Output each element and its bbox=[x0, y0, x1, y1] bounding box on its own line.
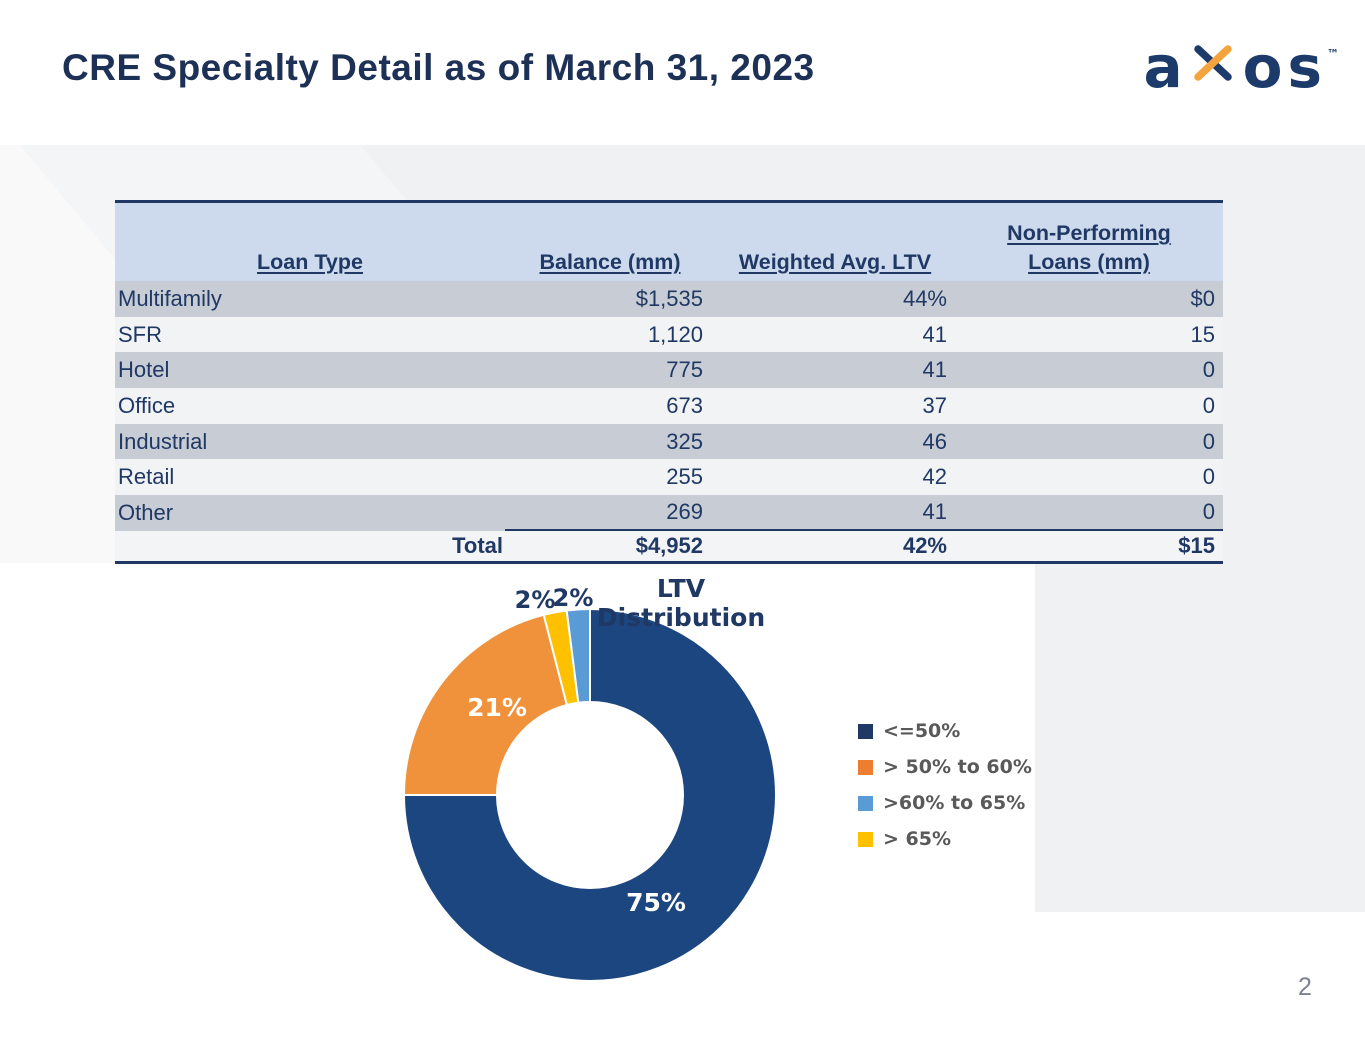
table-body: Multifamily $1,535 44% $0 SFR 1,120 41 15 Hotel 7… bbox=[115, 281, 1223, 531]
loan-type-cell: SFR bbox=[118, 321, 162, 347]
ltv-cell: 42 bbox=[922, 464, 947, 490]
balance-cell: 325 bbox=[666, 428, 703, 454]
npl-cell: 0 bbox=[1202, 464, 1215, 490]
ltv-cell: 44% bbox=[902, 285, 947, 311]
loan-type-cell: Other bbox=[118, 499, 174, 525]
legend-label: <=50% bbox=[883, 720, 961, 742]
table-row: SFR 1,120 41 15 bbox=[115, 316, 1223, 353]
table-header-row: Loan Type Balance (mm) Weighted Avg. LTV… bbox=[115, 203, 1223, 281]
header-loan-type-label: Loan Type bbox=[257, 249, 363, 274]
header-npl: Non-Performing Loans (mm) bbox=[955, 219, 1223, 276]
legend-swatch bbox=[858, 831, 873, 847]
legend-item: > 65% bbox=[858, 828, 1032, 850]
total-label-cell: Total bbox=[452, 532, 503, 558]
npl-cell: 0 bbox=[1202, 428, 1215, 454]
page-number: 2 bbox=[1298, 973, 1312, 1001]
header-ltv: Weighted Avg. LTV bbox=[715, 248, 955, 276]
header-balance: Balance (mm) bbox=[505, 248, 715, 276]
chart-legend: <=50% > 50% to 60% >60% to 65% > 65% bbox=[858, 720, 1032, 867]
loan-type-cell: Hotel bbox=[118, 357, 170, 383]
total-npl-cell: $15 bbox=[1178, 532, 1215, 558]
header-ltv-label: Weighted Avg. LTV bbox=[738, 249, 932, 274]
ltv-cell: 37 bbox=[922, 392, 947, 418]
header-loan-type: Loan Type bbox=[115, 248, 505, 276]
logo-letter-s: s bbox=[1287, 33, 1322, 101]
loan-type-cell: Office bbox=[118, 392, 176, 418]
loan-type-cell: Industrial bbox=[118, 428, 208, 454]
header-npl-line2: Loans (mm) bbox=[1028, 249, 1150, 274]
legend-swatch bbox=[858, 759, 873, 775]
npl-cell: 0 bbox=[1202, 392, 1215, 418]
balance-cell: 255 bbox=[666, 464, 703, 490]
donut-slice bbox=[403, 608, 777, 982]
balance-cell: 673 bbox=[666, 392, 703, 418]
ltv-cell: 41 bbox=[922, 321, 947, 347]
legend-label: >60% to 65% bbox=[883, 792, 1026, 814]
loan-type-cell: Multifamily bbox=[118, 285, 222, 311]
balance-cell: 269 bbox=[505, 495, 715, 531]
total-ltv-cell: 42% bbox=[902, 532, 947, 558]
balance-cell: 1,120 bbox=[647, 321, 703, 347]
logo-letter-a: a bbox=[1143, 33, 1183, 101]
npl-cell: $0 bbox=[1190, 285, 1215, 311]
donut-slice bbox=[403, 613, 568, 796]
ltv-donut-chart bbox=[403, 608, 777, 982]
total-balance-cell: $4,952 bbox=[635, 532, 703, 558]
page-title: CRE Specialty Detail as of March 31, 202… bbox=[62, 47, 815, 88]
table-row: Industrial 325 46 0 bbox=[115, 423, 1223, 460]
legend-swatch bbox=[858, 795, 873, 811]
npl-cell: 0 bbox=[955, 495, 1223, 531]
loan-table: Loan Type Balance (mm) Weighted Avg. LTV… bbox=[115, 200, 1223, 564]
ltv-cell: 46 bbox=[922, 428, 947, 454]
logo-trademark: ™ bbox=[1327, 47, 1339, 61]
legend-item: <=50% bbox=[858, 720, 1032, 742]
header-npl-line1: Non-Performing bbox=[1007, 221, 1171, 246]
legend-swatch bbox=[858, 723, 873, 739]
logo-letter-o: o bbox=[1242, 33, 1283, 101]
logo-x-icon bbox=[1193, 45, 1232, 81]
table-row: Multifamily $1,535 44% $0 bbox=[115, 281, 1223, 317]
legend-item: > 50% to 60% bbox=[858, 756, 1032, 778]
balance-cell: $1,535 bbox=[635, 285, 703, 311]
legend-label: > 50% to 60% bbox=[883, 756, 1032, 778]
table-row: Other 269 41 0 bbox=[115, 495, 1223, 531]
ltv-cell: 41 bbox=[922, 357, 947, 383]
table-row: Hotel 775 41 0 bbox=[115, 352, 1223, 389]
npl-cell: 0 bbox=[1202, 357, 1215, 383]
table-total-row: Total $4,952 42% $15 bbox=[115, 530, 1223, 564]
npl-cell: 15 bbox=[1190, 321, 1215, 347]
loan-type-cell: Retail bbox=[118, 464, 175, 490]
ltv-cell: 41 bbox=[715, 495, 955, 531]
balance-cell: 775 bbox=[666, 357, 703, 383]
table-row: Office 673 37 0 bbox=[115, 388, 1223, 424]
legend-item: >60% to 65% bbox=[858, 792, 1032, 814]
table-row: Retail 255 42 0 bbox=[115, 459, 1223, 496]
donut-slice bbox=[565, 608, 591, 704]
header-balance-label: Balance (mm) bbox=[539, 249, 681, 274]
axos-logo: a o s ™ bbox=[1143, 38, 1339, 96]
legend-label: > 65% bbox=[883, 828, 952, 850]
